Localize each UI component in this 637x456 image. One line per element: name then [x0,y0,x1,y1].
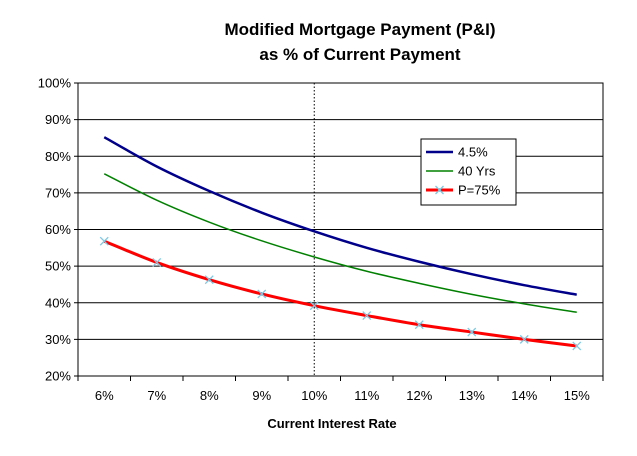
x-tick-label: 14% [511,388,537,403]
chart-title-line-1: Modified Mortgage Payment (P&I) [224,20,495,39]
x-tick-label: 10% [301,388,327,403]
x-tick-label: 9% [252,388,271,403]
x-tick-label: 7% [147,388,166,403]
data-point-p-75 [152,258,162,267]
chart-title-line-2: as % of Current Payment [259,45,461,64]
y-tick-label: 100% [38,76,72,91]
y-tick-label: 50% [45,259,71,274]
series-line-p-75 [103,239,577,348]
y-tick-label: 60% [45,222,71,237]
x-tick-label: 13% [459,388,485,403]
y-tick-label: 40% [45,295,71,310]
x-tick-label: 15% [564,388,590,403]
y-tick-label: 90% [45,112,71,127]
data-point-p-75 [572,341,582,351]
legend-label-4-5: 4.5% [458,145,488,160]
legend-label-40-yrs: 40 Yrs [458,164,496,179]
data-point-p-75 [414,320,424,330]
data-point-p-75 [309,301,319,311]
x-tick-label: 8% [200,388,219,403]
series-line-40-yrs [103,173,577,314]
y-tick-label: 80% [45,149,71,164]
legend-box [420,138,517,206]
legend-label-p-75: P=75% [458,183,501,198]
legend-marker-p-75 [435,185,444,195]
data-point-p-75 [99,236,109,246]
x-tick-label: 12% [406,388,432,403]
y-tick-label: 70% [45,185,71,200]
x-axis-title: Current Interest Rate [267,416,396,431]
series-line-4-5 [103,136,577,296]
data-point-p-75 [519,334,529,344]
data-point-p-75 [467,327,477,337]
x-tick-label: 6% [95,388,114,403]
x-tick-label: 11% [354,388,379,403]
data-point-p-75 [257,289,267,299]
data-point-p-75 [204,275,214,285]
y-tick-label: 20% [45,369,71,384]
data-point-p-75 [362,311,372,321]
y-tick-label: 30% [45,332,71,347]
